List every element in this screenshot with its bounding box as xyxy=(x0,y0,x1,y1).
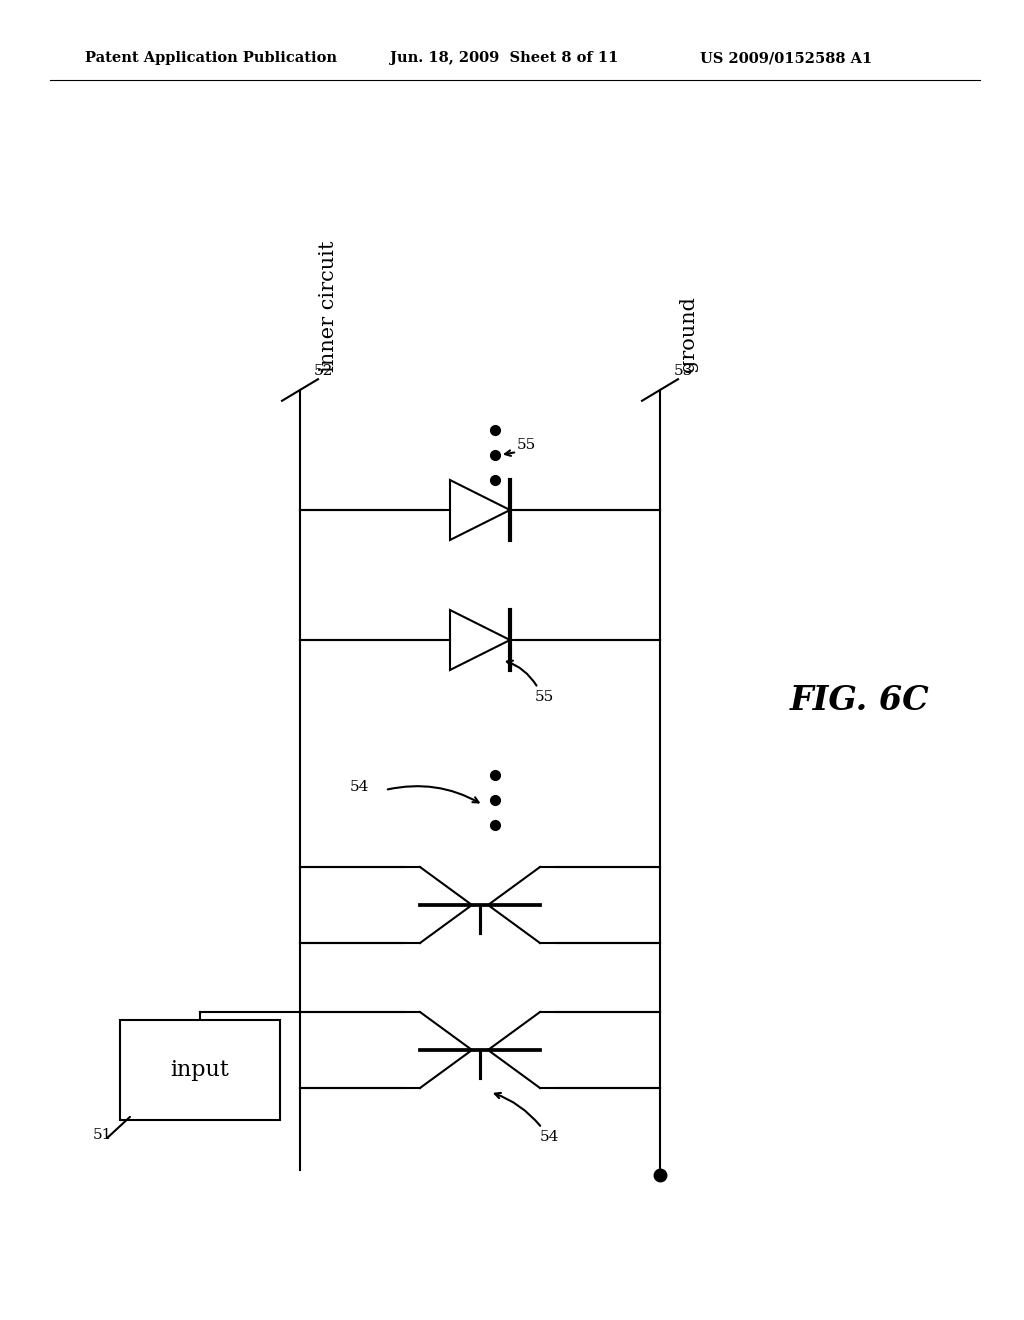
Text: FIG. 6C: FIG. 6C xyxy=(791,684,930,717)
Bar xyxy=(445,607,515,673)
Text: inner circuit: inner circuit xyxy=(319,240,338,372)
Text: Patent Application Publication: Patent Application Publication xyxy=(85,51,337,65)
Bar xyxy=(120,1020,280,1119)
Text: Jun. 18, 2009  Sheet 8 of 11: Jun. 18, 2009 Sheet 8 of 11 xyxy=(390,51,618,65)
Text: 55: 55 xyxy=(535,690,554,704)
Text: ground: ground xyxy=(679,296,698,372)
Text: 54: 54 xyxy=(350,780,370,795)
Bar xyxy=(406,1007,555,1093)
Text: 54: 54 xyxy=(540,1130,559,1144)
Text: 52: 52 xyxy=(314,364,334,378)
Text: 51: 51 xyxy=(92,1129,112,1142)
Bar xyxy=(445,477,515,543)
Text: 53: 53 xyxy=(674,364,693,378)
Text: US 2009/0152588 A1: US 2009/0152588 A1 xyxy=(700,51,872,65)
Text: input: input xyxy=(171,1059,229,1081)
Text: 55: 55 xyxy=(517,438,537,451)
Bar xyxy=(406,862,555,948)
